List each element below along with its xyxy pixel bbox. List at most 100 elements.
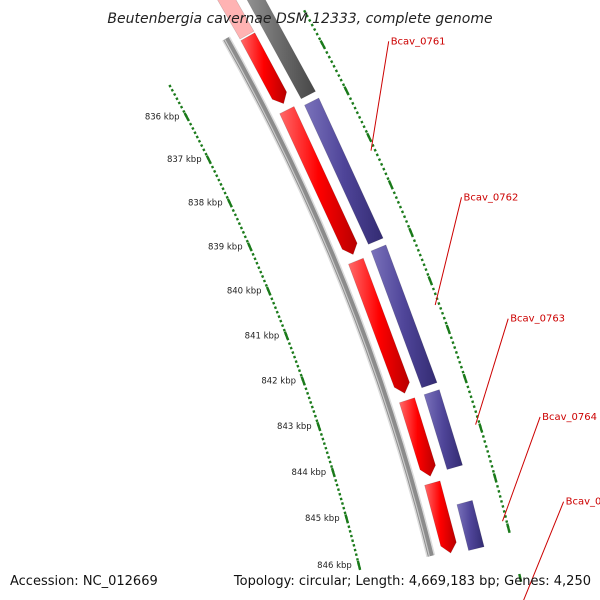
scale-tick-label: 843 kbp [277, 422, 312, 432]
cds-feature [424, 480, 457, 554]
outer-minor-tick [327, 55, 331, 59]
genome-summary: Topology: circular; Length: 4,669,183 bp… [233, 574, 591, 589]
outer-minor-tick [382, 167, 386, 171]
outer-minor-tick [501, 504, 505, 508]
outer-minor-tick [371, 143, 375, 148]
inner-minor-tick [348, 529, 352, 533]
inner-minor-tick [336, 488, 340, 492]
outer-major-tick [506, 523, 511, 532]
outer-minor-tick [348, 97, 353, 101]
inner-minor-tick [339, 497, 343, 501]
inner-minor-tick [217, 178, 221, 182]
outer-minor-tick [439, 306, 443, 310]
inner-minor-tick [197, 139, 202, 143]
outer-minor-tick [442, 316, 446, 320]
outer-minor-tick [384, 172, 388, 176]
inner-minor-tick [340, 502, 344, 506]
outer-minor-tick [406, 224, 411, 228]
cds-feature [399, 397, 436, 477]
inner-minor-tick [291, 351, 295, 355]
inner-minor-tick [321, 437, 325, 441]
inner-minor-tick [253, 257, 257, 261]
outer-minor-tick [330, 60, 334, 64]
outer-minor-tick [453, 346, 457, 350]
feature-block-blue [304, 97, 384, 245]
outer-minor-tick [373, 148, 377, 152]
inner-minor-tick [179, 105, 184, 109]
inner-minor-tick [259, 270, 263, 274]
outer-minor-tick [454, 350, 458, 354]
outer-minor-tick [437, 302, 441, 306]
outer-minor-tick [467, 390, 472, 394]
outer-minor-tick [502, 509, 506, 513]
outer-minor-tick [308, 18, 312, 23]
inner-minor-tick [275, 310, 279, 314]
inner-minor-tick [325, 451, 329, 455]
gene-label-leader [370, 41, 390, 151]
inner-minor-tick [304, 387, 308, 391]
outer-major-tick [366, 132, 372, 142]
outer-minor-tick [358, 115, 362, 119]
outer-major-tick [492, 473, 498, 482]
outer-major-tick [462, 373, 468, 383]
inner-minor-tick [347, 525, 351, 529]
outer-minor-tick [466, 385, 470, 389]
inner-major-tick [316, 421, 322, 431]
inner-minor-tick [195, 135, 199, 139]
outer-minor-tick [360, 120, 364, 124]
outer-minor-tick [377, 158, 382, 162]
inner-minor-tick [213, 169, 217, 174]
outer-minor-tick [416, 248, 420, 252]
gene-label: Bcav_0765 [566, 497, 600, 508]
feature-block-gray [246, 0, 316, 100]
inner-minor-tick [255, 261, 259, 265]
inner-minor-tick [221, 187, 225, 191]
outer-minor-tick [305, 14, 309, 18]
outer-minor-tick [364, 129, 368, 134]
gene-label: Bcav_0762 [464, 192, 519, 203]
inner-major-tick [205, 155, 212, 164]
outer-minor-tick [483, 439, 487, 443]
outer-minor-tick [456, 355, 460, 359]
inner-minor-tick [343, 511, 347, 515]
outer-minor-tick [396, 200, 400, 204]
inner-minor-tick [313, 414, 317, 418]
gene-label-leader [502, 416, 541, 522]
outer-minor-tick [433, 292, 437, 296]
outer-minor-tick [394, 196, 398, 200]
scale-tick-label: 846 kbp [317, 561, 352, 571]
backbone-arc [223, 37, 434, 557]
inner-minor-tick [312, 410, 316, 414]
outer-minor-tick [500, 499, 503, 503]
inner-minor-tick [188, 122, 193, 126]
outer-minor-tick [496, 484, 499, 488]
inner-minor-tick [243, 235, 247, 239]
inner-minor-tick [338, 492, 342, 496]
inner-minor-tick [349, 534, 353, 538]
inner-minor-tick [289, 346, 293, 350]
inner-minor-tick [182, 109, 186, 114]
inner-major-tick [265, 286, 272, 295]
outer-minor-tick [341, 83, 346, 87]
outer-minor-tick [444, 321, 448, 325]
scale-tick-label: 844 kbp [292, 468, 327, 478]
outer-minor-tick [420, 258, 424, 262]
inner-minor-tick [272, 301, 276, 305]
inner-minor-tick [237, 222, 241, 226]
scale-tick-label: 836 kbp [145, 112, 180, 122]
outer-minor-tick [422, 263, 426, 267]
inner-minor-tick [334, 478, 338, 482]
outer-minor-tick [375, 153, 379, 157]
scale-tick-label: 842 kbp [261, 377, 296, 387]
outer-minor-tick [440, 311, 445, 315]
outer-minor-tick [498, 494, 502, 498]
outer-minor-tick [355, 111, 359, 115]
outer-minor-tick [472, 405, 476, 409]
inner-minor-tick [177, 101, 181, 105]
inner-major-tick [226, 198, 233, 207]
inner-minor-tick [200, 143, 204, 148]
inner-minor-tick [270, 297, 274, 301]
inner-minor-tick [299, 373, 303, 377]
inner-minor-tick [273, 306, 278, 310]
outer-minor-tick [471, 400, 475, 404]
